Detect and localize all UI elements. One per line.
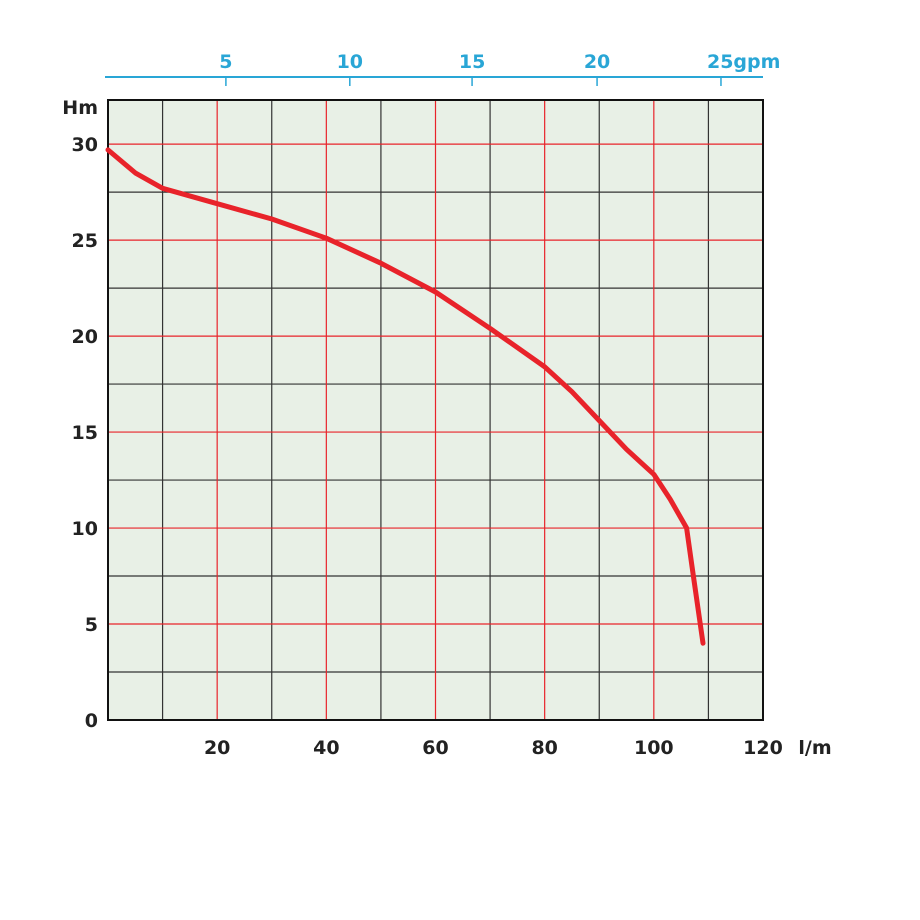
x-tick-label: 100 [634, 737, 674, 759]
gpm-tick-label: 25gpm [707, 51, 780, 73]
gpm-tick-label: 5 [219, 51, 232, 73]
x-tick-label: 120 [743, 737, 783, 759]
y-tick-label: 15 [72, 422, 98, 444]
x-tick-label: 40 [313, 737, 339, 759]
plot-border [107, 99, 764, 721]
y-tick-label: 10 [72, 518, 98, 540]
x-axis-label: l/m [798, 737, 831, 759]
x-tick-label: 60 [422, 737, 448, 759]
series-line-pump-curve [105, 147, 706, 646]
x-tick-label: 80 [531, 737, 557, 759]
y-tick-label: 20 [72, 326, 98, 348]
y-tick-label: 25 [72, 230, 98, 252]
x-tick-label: 20 [204, 737, 230, 759]
y-tick-label: 5 [85, 614, 98, 636]
gpm-tick-label: 15 [459, 51, 485, 73]
gpm-tick-label: 20 [584, 51, 610, 73]
y-axis-label: Hm [62, 97, 98, 119]
y-tick-label: 30 [72, 134, 98, 156]
gpm-tick-label: 10 [337, 51, 363, 73]
y-tick-label: 0 [85, 710, 98, 732]
